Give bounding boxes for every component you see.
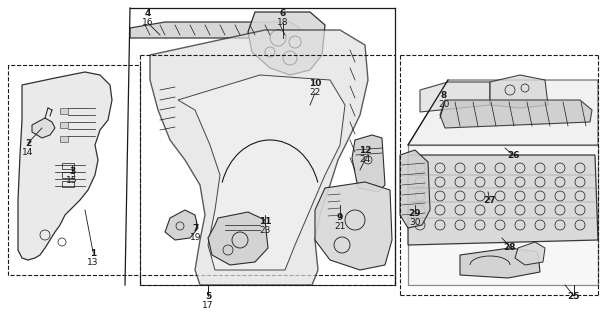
Text: 15: 15	[66, 176, 78, 185]
Text: 29: 29	[409, 209, 421, 218]
Polygon shape	[408, 155, 598, 245]
Text: 2: 2	[25, 139, 31, 148]
Text: 28: 28	[504, 243, 516, 252]
Polygon shape	[130, 22, 300, 38]
Text: 10: 10	[309, 79, 321, 88]
Text: 17: 17	[202, 301, 213, 310]
Polygon shape	[32, 118, 55, 138]
Text: 22: 22	[309, 88, 321, 97]
Polygon shape	[178, 75, 345, 270]
Polygon shape	[352, 135, 385, 192]
Text: 4: 4	[145, 9, 151, 18]
Text: 24: 24	[359, 155, 371, 164]
Polygon shape	[440, 100, 592, 128]
Text: 30: 30	[409, 218, 421, 227]
Polygon shape	[18, 72, 112, 260]
Polygon shape	[165, 210, 198, 240]
Text: 6: 6	[280, 9, 286, 18]
Text: 11: 11	[259, 217, 271, 226]
Text: 9: 9	[337, 213, 343, 222]
Polygon shape	[150, 30, 368, 285]
Polygon shape	[60, 122, 68, 128]
Polygon shape	[208, 212, 268, 265]
Text: 20: 20	[438, 100, 450, 109]
Text: 19: 19	[191, 233, 202, 242]
Text: 26: 26	[507, 151, 519, 160]
Polygon shape	[400, 150, 430, 228]
Text: 12: 12	[359, 146, 371, 155]
Polygon shape	[420, 82, 490, 112]
Text: 3: 3	[69, 167, 75, 176]
Text: 21: 21	[334, 222, 346, 231]
Text: 16: 16	[142, 18, 154, 27]
Text: 18: 18	[277, 18, 289, 27]
Text: 27: 27	[484, 196, 496, 205]
Text: 7: 7	[193, 224, 199, 233]
Polygon shape	[408, 80, 598, 145]
Polygon shape	[60, 108, 68, 114]
Text: 13: 13	[87, 258, 99, 267]
Polygon shape	[60, 136, 68, 142]
Text: 23: 23	[259, 226, 271, 235]
Polygon shape	[315, 182, 392, 270]
Text: 5: 5	[205, 292, 211, 301]
Polygon shape	[408, 145, 598, 285]
Polygon shape	[460, 248, 540, 278]
Text: 25: 25	[568, 292, 580, 301]
Text: 8: 8	[441, 91, 447, 100]
Text: 14: 14	[22, 148, 34, 157]
Polygon shape	[248, 12, 325, 75]
Text: 1: 1	[90, 249, 96, 258]
Polygon shape	[490, 75, 548, 108]
Polygon shape	[515, 242, 545, 265]
